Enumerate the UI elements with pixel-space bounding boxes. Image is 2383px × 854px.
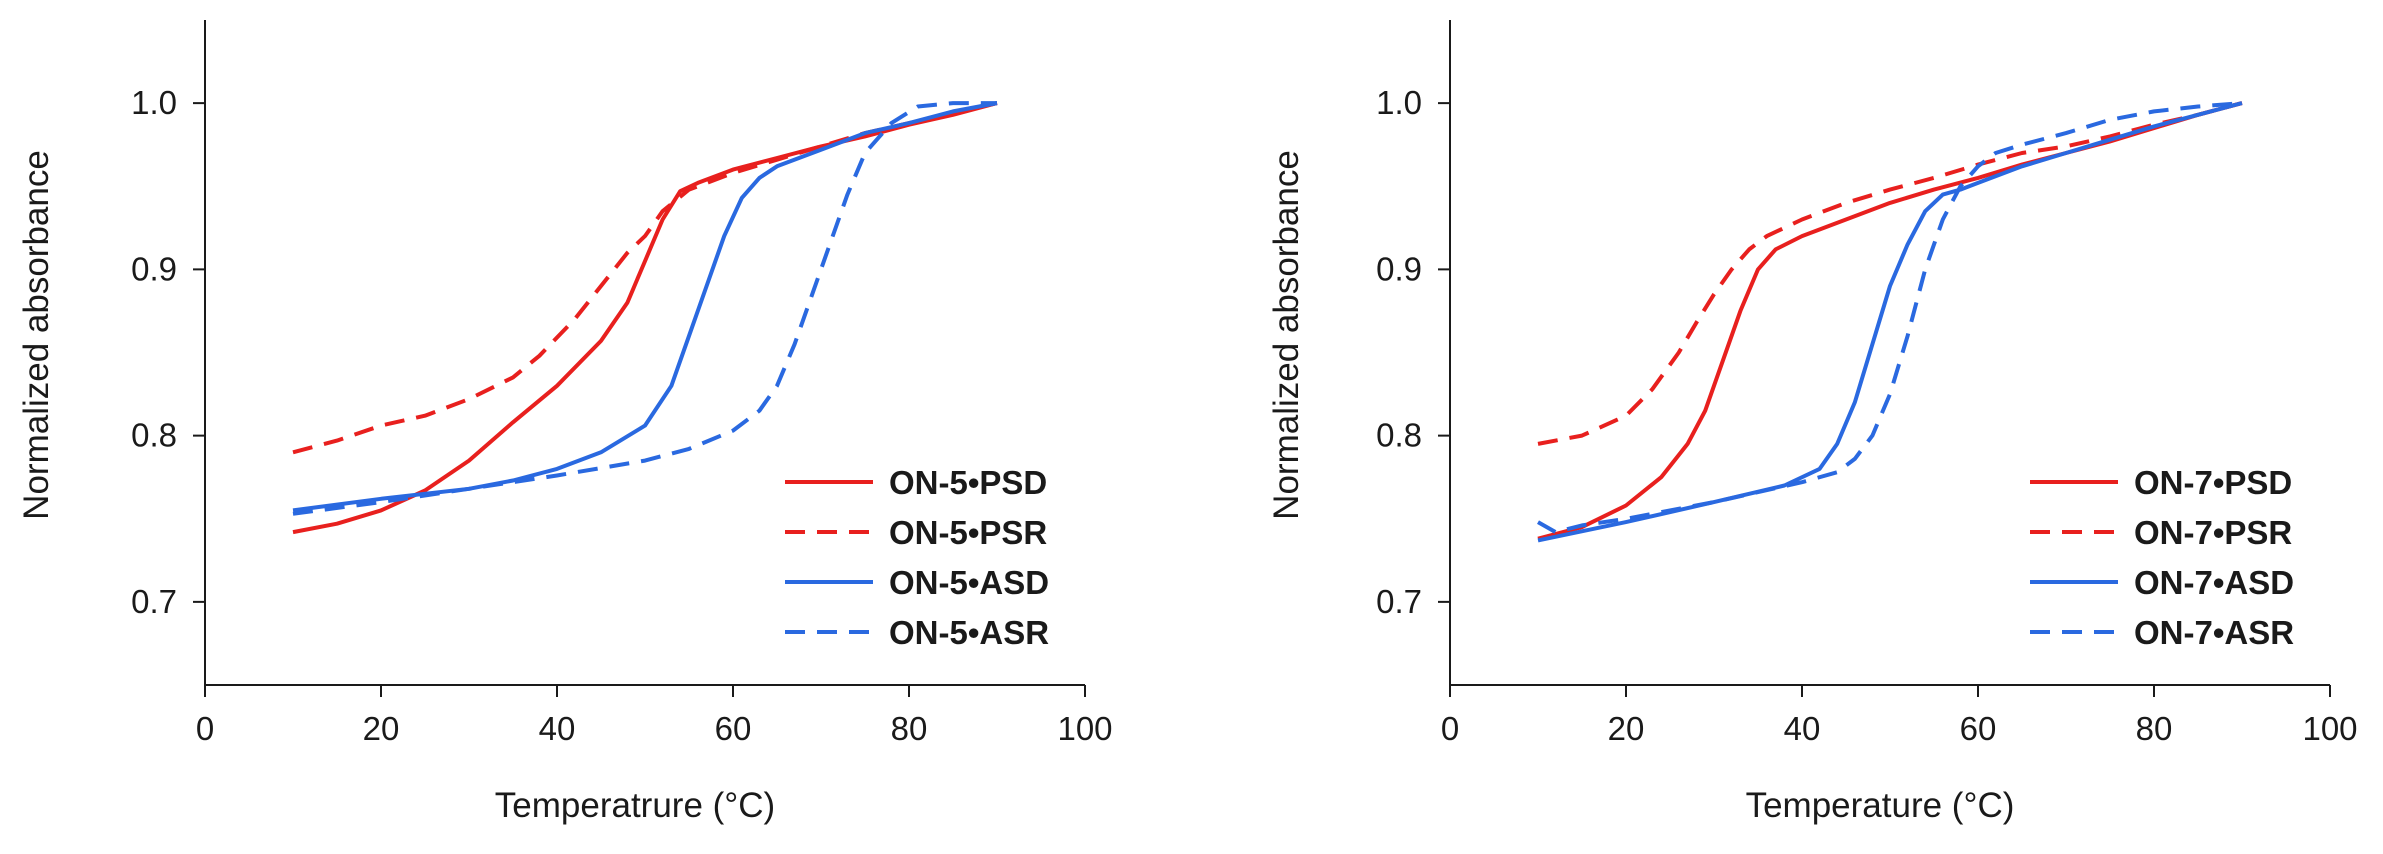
- right-legend-label-3: ON-7•ASD: [2134, 564, 2294, 601]
- right-y-tick-label: 0.8: [1376, 417, 1422, 454]
- left-y-tick-label: 0.8: [131, 417, 177, 454]
- left-x-tick-label: 100: [1057, 710, 1112, 747]
- left-y-axis-title: Normalized absorbance: [17, 150, 56, 520]
- left-legend-label-2: ON-5•PSR: [889, 514, 1047, 551]
- right-x-tick-label: 0: [1441, 710, 1459, 747]
- right-legend-label-4: ON-7•ASR: [2134, 614, 2294, 651]
- right-x-tick-label: 20: [1608, 710, 1645, 747]
- left-series-line-2: [293, 103, 997, 452]
- left-y-tick-label: 0.7: [131, 583, 177, 620]
- left-y-tick-label: 1.0: [131, 84, 177, 121]
- left-y-tick-label: 0.9: [131, 250, 177, 287]
- left-x-tick-label: 80: [891, 710, 928, 747]
- right-y-tick-label: 0.9: [1376, 250, 1422, 287]
- left-x-tick-label: 20: [363, 710, 400, 747]
- right-y-axis-title: Normalized absorbance: [1267, 150, 1306, 520]
- left-series-line-3: [293, 103, 997, 510]
- left-legend-label-1: ON-5•PSD: [889, 464, 1047, 501]
- right-legend-label-1: ON-7•PSD: [2134, 464, 2292, 501]
- left-legend-label-4: ON-5•ASR: [889, 614, 1049, 651]
- left-series-line-4: [293, 103, 997, 514]
- right-x-tick-label: 40: [1784, 710, 1821, 747]
- left-x-tick-label: 60: [715, 710, 752, 747]
- right-x-tick-label: 80: [2136, 710, 2173, 747]
- figure-canvas: 0.7 0.8 0.9 1.0 0 20 40 60 80 100 Temperatrure (°C…: [0, 0, 2383, 854]
- right-y-tick-label: 0.7: [1376, 583, 1422, 620]
- left-legend-label-3: ON-5•ASD: [889, 564, 1049, 601]
- left-x-axis-title: Temperatrure (°C): [495, 786, 775, 825]
- right-x-tick-label: 100: [2302, 710, 2357, 747]
- right-y-tick-label: 1.0: [1376, 84, 1422, 121]
- left-x-tick-label: 0: [196, 710, 214, 747]
- right-x-tick-label: 60: [1960, 710, 1997, 747]
- right-legend-label-2: ON-7•PSR: [2134, 514, 2292, 551]
- left-chart-panel: 0.7 0.8 0.9 1.0 0 20 40 60 80 100 Temperatrure (°C…: [17, 20, 1113, 825]
- right-legend: ON-7•PSD ON-7•PSR ON-7•ASD ON-7•ASR: [2030, 464, 2294, 651]
- right-x-axis-title: Temperature (°C): [1746, 786, 2015, 825]
- left-x-tick-label: 40: [539, 710, 576, 747]
- left-legend: ON-5•PSD ON-5•PSR ON-5•ASD ON-5•ASR: [785, 464, 1049, 651]
- right-chart-panel: 0.7 0.8 0.9 1.0 0 20 40 60 80 100 Temperature (°C)…: [1267, 20, 2358, 825]
- right-series-line-2: [1538, 103, 2242, 444]
